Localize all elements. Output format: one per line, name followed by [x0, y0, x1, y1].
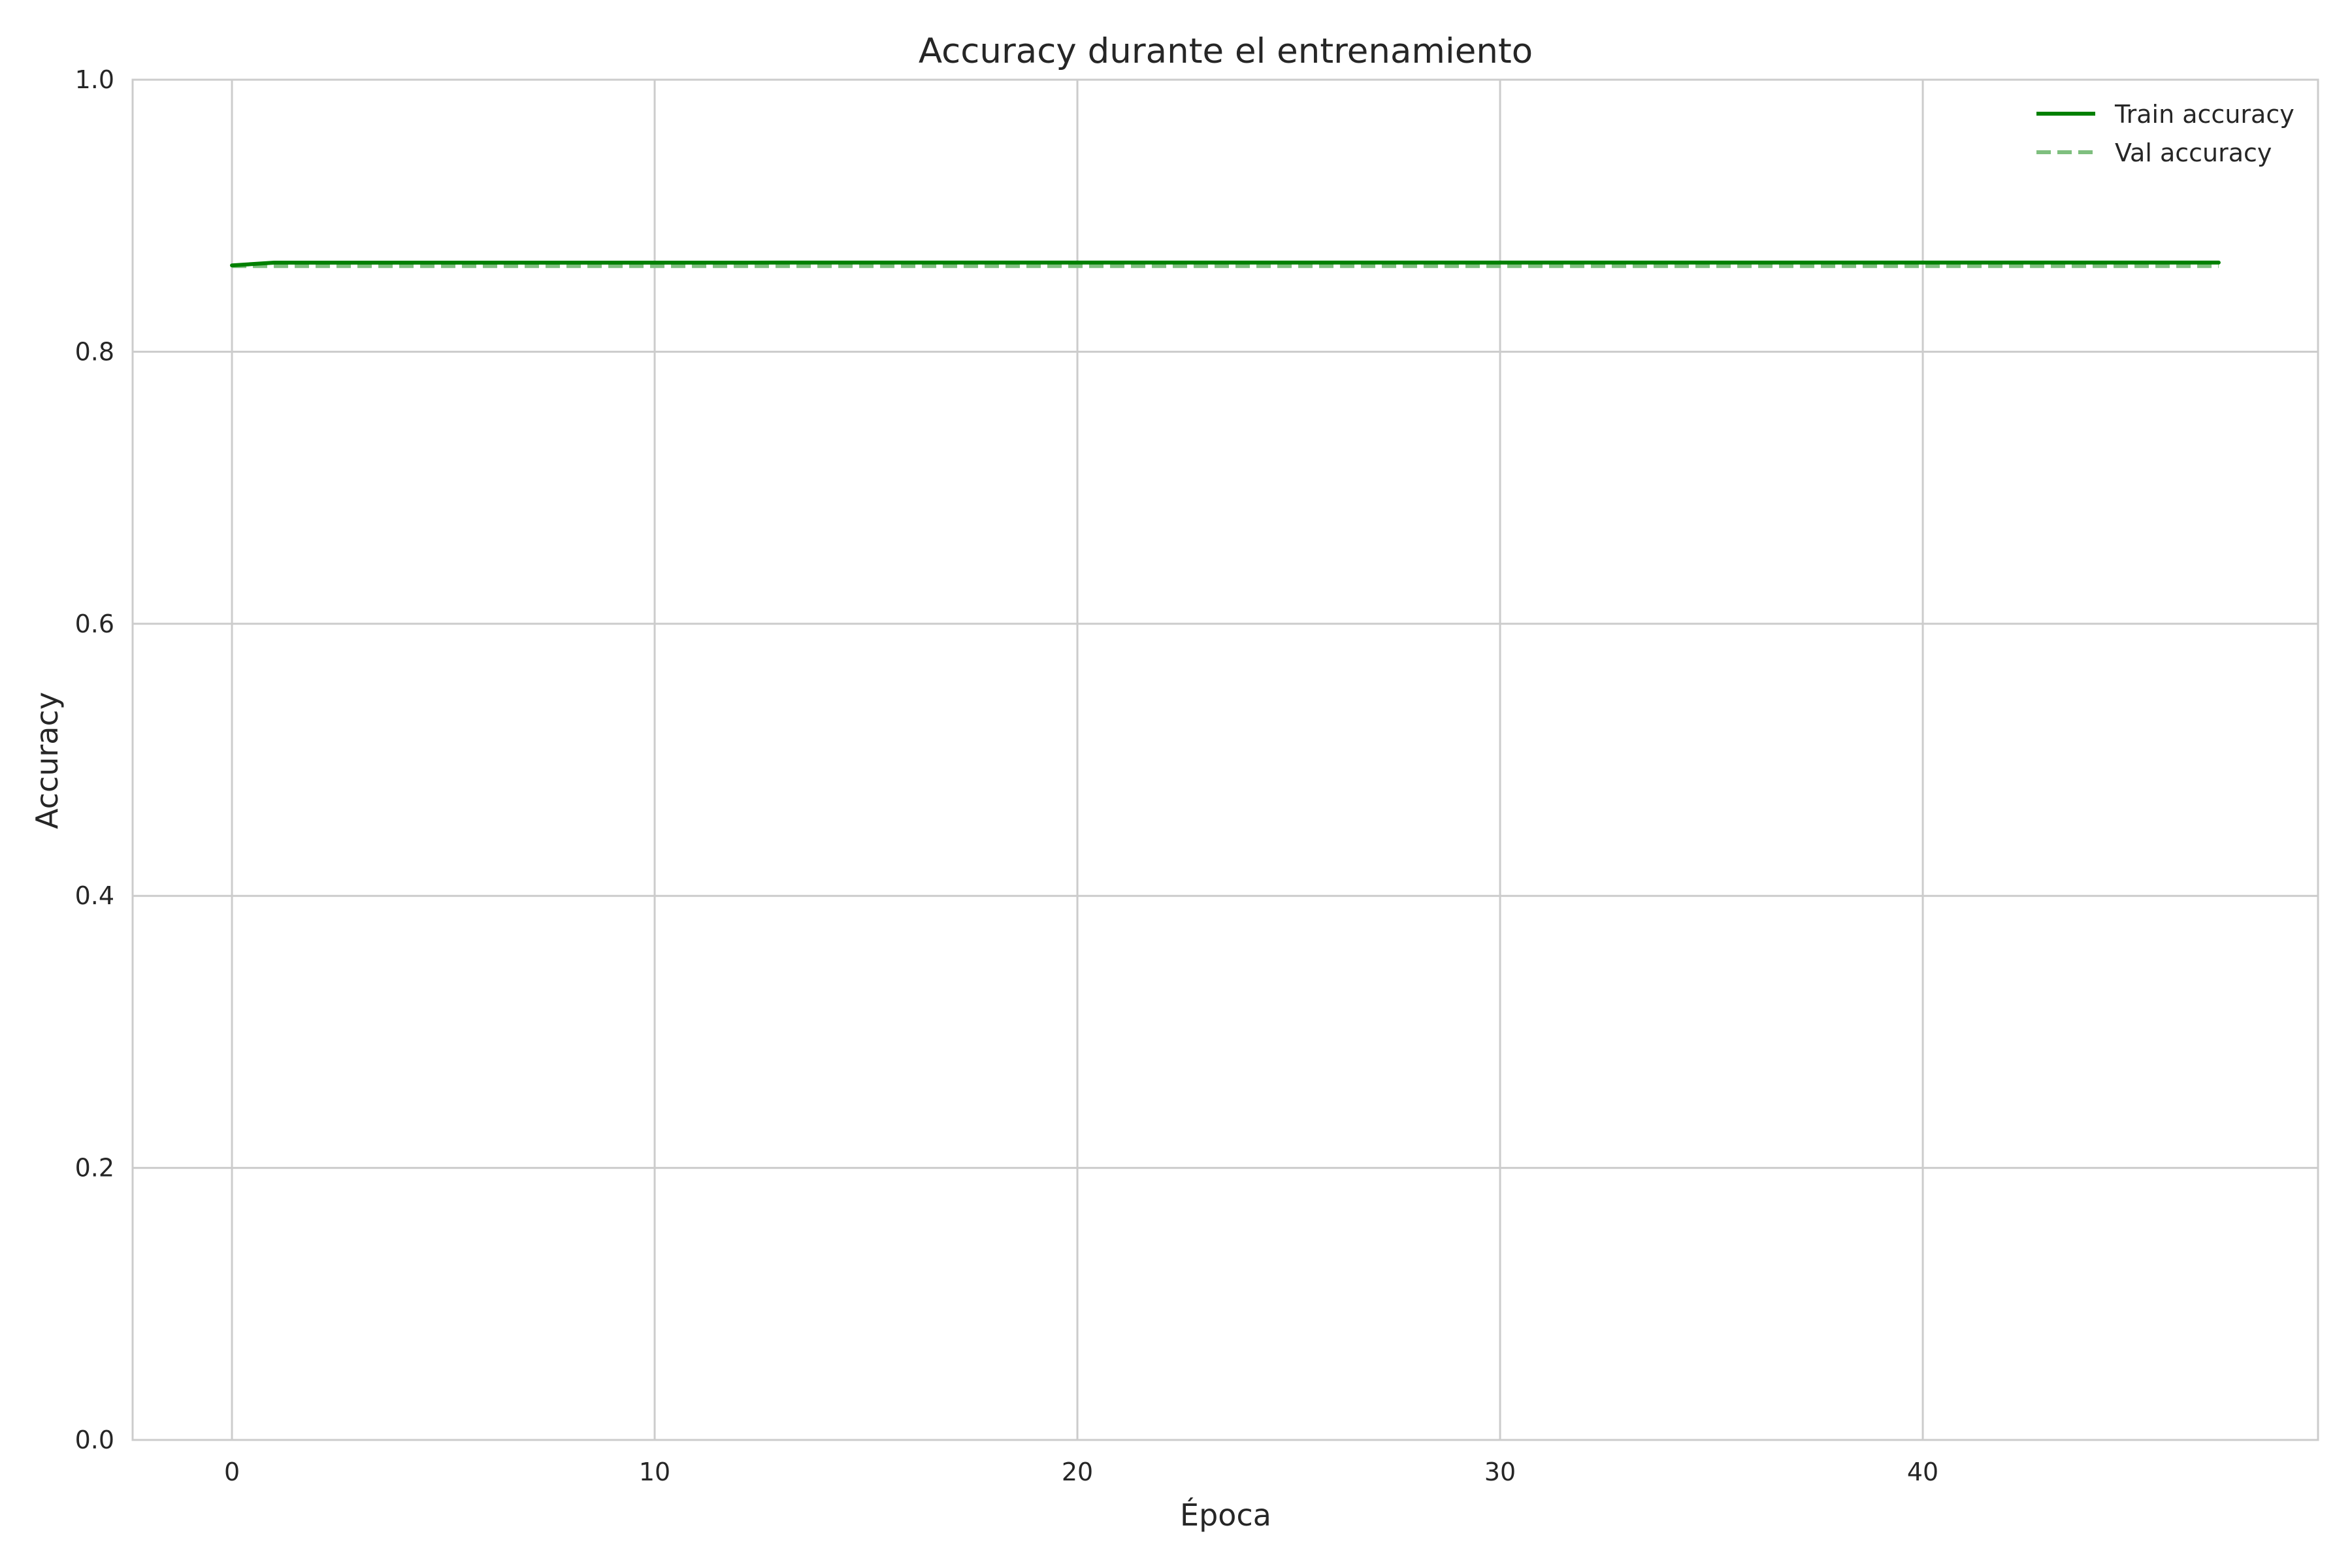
y-tick-label: 0.6: [75, 610, 114, 638]
legend-label-train: Train accuracy: [2114, 100, 2295, 129]
plot-frame: [131, 78, 2319, 1441]
y-tick-label: 1.0: [75, 65, 114, 94]
legend: Train accuracy Val accuracy: [2036, 100, 2295, 167]
x-tick-label: 10: [639, 1458, 670, 1486]
legend-label-val: Val accuracy: [2115, 139, 2272, 167]
x-tick-label: 30: [1484, 1458, 1516, 1486]
y-tick-label: 0.8: [75, 337, 114, 366]
y-tick-label: 0.4: [75, 881, 114, 910]
x-axis-ticks: 0 10 20 30 40: [224, 1458, 1938, 1486]
series-line-train-accuracy: [230, 260, 2221, 268]
x-tick-label: 0: [224, 1458, 240, 1486]
x-tick-label: 20: [1062, 1458, 1093, 1486]
y-tick-label: 0.2: [75, 1154, 114, 1183]
y-axis-ticks: 0.0 0.2 0.4 0.6 0.8 1.0: [75, 65, 114, 1454]
chart-title: Accuracy durante el entrenamiento: [919, 31, 1533, 71]
x-tick-label: 40: [1907, 1458, 1938, 1486]
series: [230, 260, 2221, 269]
y-tick-label: 0.0: [75, 1426, 114, 1454]
x-axis-label: Época: [1180, 1497, 1271, 1533]
y-axis-label: Accuracy: [29, 692, 65, 829]
